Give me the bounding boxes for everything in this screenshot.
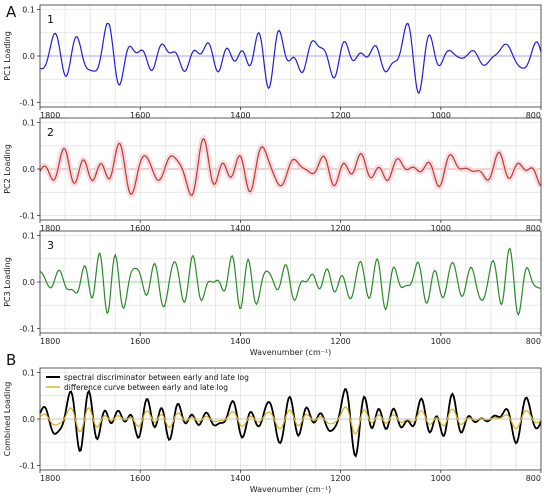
x-tick-label: 1400 <box>230 224 250 233</box>
panel-label-a: A <box>6 3 17 21</box>
x-tick-label: 800 <box>526 337 541 346</box>
x-tick-label: 1000 <box>431 337 451 346</box>
y-tick-label: 0.0 <box>22 52 35 61</box>
x-tick-label: 1000 <box>431 224 451 233</box>
panel-number: 1 <box>47 13 54 26</box>
chart-panel-2: 1800 1600 1400 1200 1000 800 0.1 0.0 -0.1 PC2 Loa… <box>3 117 544 233</box>
x-tick-label: 1400 <box>230 474 250 483</box>
x-tick-label: 1800 <box>40 111 60 120</box>
y-tick-label: 0.1 <box>22 232 35 241</box>
y-axis-label: Combined Loading <box>3 382 12 457</box>
series-line-2 <box>39 406 542 435</box>
x-tick-label: 1000 <box>431 474 451 483</box>
x-tick-label: 1200 <box>330 337 350 346</box>
y-tick-label: 0.1 <box>22 6 35 15</box>
panel-number: 3 <box>47 239 54 252</box>
y-axis-label: PC1 Loading <box>3 31 12 81</box>
y-tick-label: 0.0 <box>22 278 35 287</box>
y-tick-label: 0.1 <box>22 369 35 378</box>
x-tick-label: 1200 <box>330 224 350 233</box>
y-tick-label: -0.1 <box>19 211 35 220</box>
series-line-1 <box>39 22 542 94</box>
x-axis-label: Wavenumber (cm⁻¹) <box>250 485 332 494</box>
legend-label: spectral discriminator between early and… <box>64 373 249 382</box>
y-tick-label: 0.0 <box>22 165 35 174</box>
x-tick-label: 1600 <box>130 337 150 346</box>
x-tick-label: 800 <box>526 474 541 483</box>
panel-number: 2 <box>47 126 54 139</box>
x-tick-label: 800 <box>526 224 541 233</box>
chart-panel-4: 1800 1600 1400 1200 1000 800 0.1 0.0 -0.1 Combine… <box>3 367 542 494</box>
y-tick-label: -0.1 <box>19 98 35 107</box>
chart-panel-3: 1800 1600 1400 1200 1000 800 0.1 0.0 -0.1 PC3 Loa… <box>3 230 542 357</box>
x-tick-label: 800 <box>526 111 541 120</box>
y-axis-label: PC2 Loading <box>3 144 12 194</box>
x-tick-label: 1200 <box>330 111 350 120</box>
y-axis-label: PC3 Loading <box>3 257 12 307</box>
legend-label: difference curve between early and late … <box>64 383 228 392</box>
x-tick-label: 1400 <box>230 337 250 346</box>
panel-label-b: B <box>6 351 16 369</box>
x-tick-label: 1600 <box>130 224 150 233</box>
x-tick-label: 1600 <box>130 111 150 120</box>
x-tick-label: 1800 <box>40 337 60 346</box>
x-tick-label: 1600 <box>130 474 150 483</box>
x-axis-label: Wavenumber (cm⁻¹) <box>250 348 332 357</box>
y-tick-label: -0.1 <box>19 461 35 470</box>
x-tick-label: 1800 <box>40 224 60 233</box>
x-tick-label: 1400 <box>230 111 250 120</box>
y-tick-label: 0.0 <box>22 415 35 424</box>
series-line-1 <box>39 247 541 317</box>
y-tick-label: 0.1 <box>22 119 35 128</box>
chart-panel-1: 1800 1600 1400 1200 1000 800 0.1 0.0 -0.1 PC1 Loa… <box>3 4 542 120</box>
x-tick-label: 1200 <box>330 474 350 483</box>
x-tick-label: 1000 <box>431 111 451 120</box>
x-tick-label: 1800 <box>40 474 60 483</box>
series-line-1 <box>39 137 542 196</box>
y-tick-label: -0.1 <box>19 324 35 333</box>
